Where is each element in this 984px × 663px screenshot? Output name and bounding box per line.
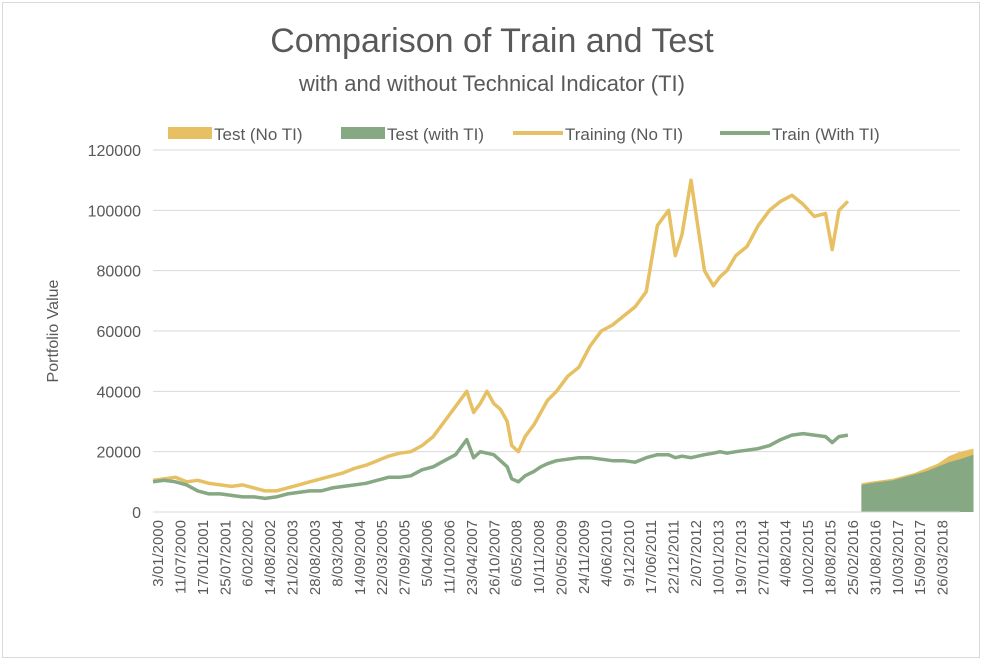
area-test-with-ti- (861, 454, 974, 512)
y-tick-label: 120000 (88, 143, 141, 160)
x-tick-label: 10/01/2013 (710, 520, 727, 595)
y-tick-label: 40000 (97, 384, 142, 401)
y-tick-label: 0 (132, 505, 141, 522)
x-tick-label: 26/10/2007 (486, 520, 503, 595)
legend-label: Test (No TI) (214, 125, 302, 144)
x-tick-label: 9/12/2010 (621, 520, 638, 587)
x-tick-label: 19/07/2013 (733, 520, 750, 595)
x-tick-label: 25/02/2016 (845, 520, 862, 595)
x-tick-label: 22/03/2005 (374, 520, 391, 595)
x-tick-label: 10/02/2015 (800, 520, 817, 595)
test-areas (861, 448, 974, 512)
gridlines (153, 149, 960, 453)
legend-label: Train (With TI) (772, 125, 880, 144)
x-tick-label: 5/04/2006 (419, 520, 436, 587)
legend-label: Training (No TI) (565, 125, 683, 144)
x-tick-label: 24/11/2009 (576, 520, 593, 594)
y-tick-label: 80000 (97, 264, 142, 281)
y-tick-label: 20000 (97, 445, 142, 462)
x-tick-label: 27/01/2014 (755, 520, 772, 595)
x-tick-label: 28/08/2003 (307, 520, 324, 595)
x-tick-label: 22/12/2011 (666, 520, 683, 594)
x-tick-label: 2/07/2012 (688, 520, 705, 587)
legend-swatch (168, 127, 212, 139)
x-tick-label: 8/03/2004 (329, 520, 346, 587)
x-tick-label: 11/10/2006 (441, 520, 458, 594)
x-tick-label: 20/05/2009 (554, 520, 571, 595)
x-tick-label: 4/06/2010 (598, 520, 615, 587)
chart-title: Comparison of Train and Test (270, 22, 714, 60)
x-tick-label: 6/02/2002 (240, 520, 257, 587)
x-tick-label: 14/09/2004 (352, 520, 369, 595)
y-axis: 0 20000 40000 60000 80000 100000 120000 (88, 143, 141, 522)
x-tick-label: 11/07/2000 (172, 520, 189, 594)
x-tick-label: 10/03/2017 (890, 520, 907, 595)
x-tick-label: 14/08/2002 (262, 520, 279, 595)
x-tick-label: 15/09/2017 (912, 520, 929, 595)
x-tick-label: 27/09/2005 (397, 520, 414, 595)
x-tick-label: 26/03/2018 (935, 520, 952, 595)
x-tick-label: 25/07/2001 (217, 520, 234, 595)
line-training-no-ti- (152, 178, 850, 493)
x-tick-label: 31/08/2016 (867, 520, 884, 595)
x-tick-label: 23/04/2007 (464, 520, 481, 595)
x-tick-label: 4/08/2014 (778, 520, 795, 587)
x-tick-label: 6/05/2008 (509, 520, 526, 587)
chart-subtitle: with and without Technical Indicator (TI… (299, 71, 685, 96)
legend: Test (No TI) Test (with TI) Training (No T… (168, 125, 880, 144)
y-axis-label: Portfolio Value (45, 279, 62, 382)
x-tick-label: 10/11/2008 (531, 520, 548, 594)
x-tick-label: 3/01/2000 (150, 520, 167, 587)
x-axis: 3/01/2000 11/07/2000 17/01/2001 25/07/2001 6… (150, 520, 952, 595)
x-tick-label: 21/02/2003 (285, 520, 302, 595)
legend-swatch (341, 127, 385, 139)
x-tick-label: 17/06/2011 (643, 520, 660, 594)
legend-label: Test (with TI) (387, 125, 484, 144)
y-tick-label: 100000 (88, 203, 141, 220)
train-lines (152, 178, 850, 501)
line-train-with-ti- (152, 431, 849, 501)
y-tick-label: 60000 (97, 324, 142, 341)
x-tick-label: 18/08/2015 (823, 520, 840, 595)
x-tick-label: 17/01/2001 (195, 520, 212, 595)
